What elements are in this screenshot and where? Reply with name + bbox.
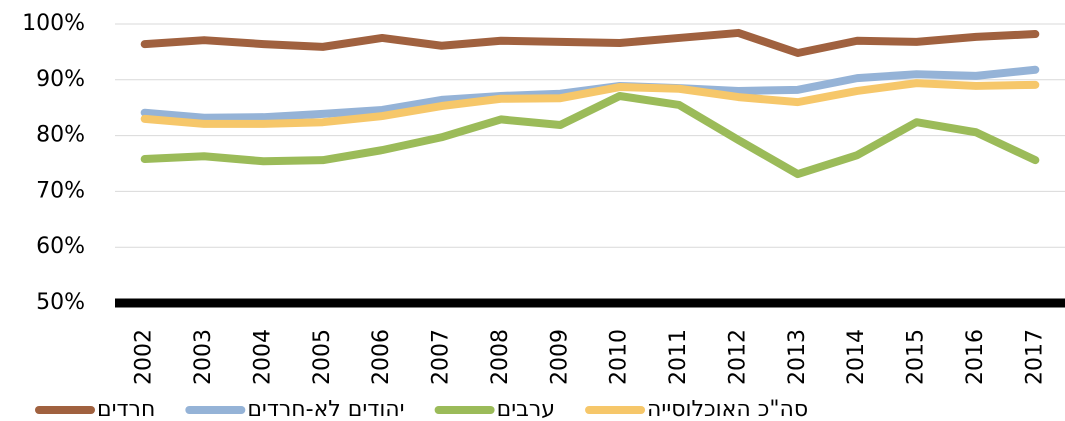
y-tick-label: 100% [22,11,85,36]
y-tick-label: 60% [36,234,85,259]
x-tick-label: 2015 [904,329,929,385]
legend-label: חרדים [97,397,155,421]
legend-label: סה"כ האוכלוסייה [647,397,808,421]
x-tick-label: 2006 [369,329,394,385]
x-tick-label: 2013 [785,329,810,385]
x-tick-label: 2005 [310,329,335,385]
legend-label: יהודים לא-חרדים [247,397,404,421]
x-tick-label: 2004 [250,329,275,385]
x-tick-label: 2007 [429,329,454,385]
x-tick-label: 2002 [132,329,157,385]
y-tick-label: 50% [36,290,85,315]
x-tick-label: 2011 [666,329,691,385]
x-tick-label: 2008 [488,329,513,385]
series-line [140,28,1040,58]
y-tick-label: 90% [36,67,85,92]
series-line [140,79,1040,128]
x-tick-label: 2003 [191,329,216,385]
series-line [140,91,1040,179]
x-tick-label: 2010 [607,329,632,385]
x-tick-label: 2009 [547,329,572,385]
legend-label: ערבים [497,397,555,421]
x-tick-label: 2017 [1022,329,1047,385]
y-tick-label: 80% [36,123,85,148]
x-tick-label: 2012 [725,329,750,385]
x-tick-label: 2014 [844,329,869,385]
x-tick-label: 2016 [963,329,988,385]
y-tick-label: 70% [36,178,85,203]
